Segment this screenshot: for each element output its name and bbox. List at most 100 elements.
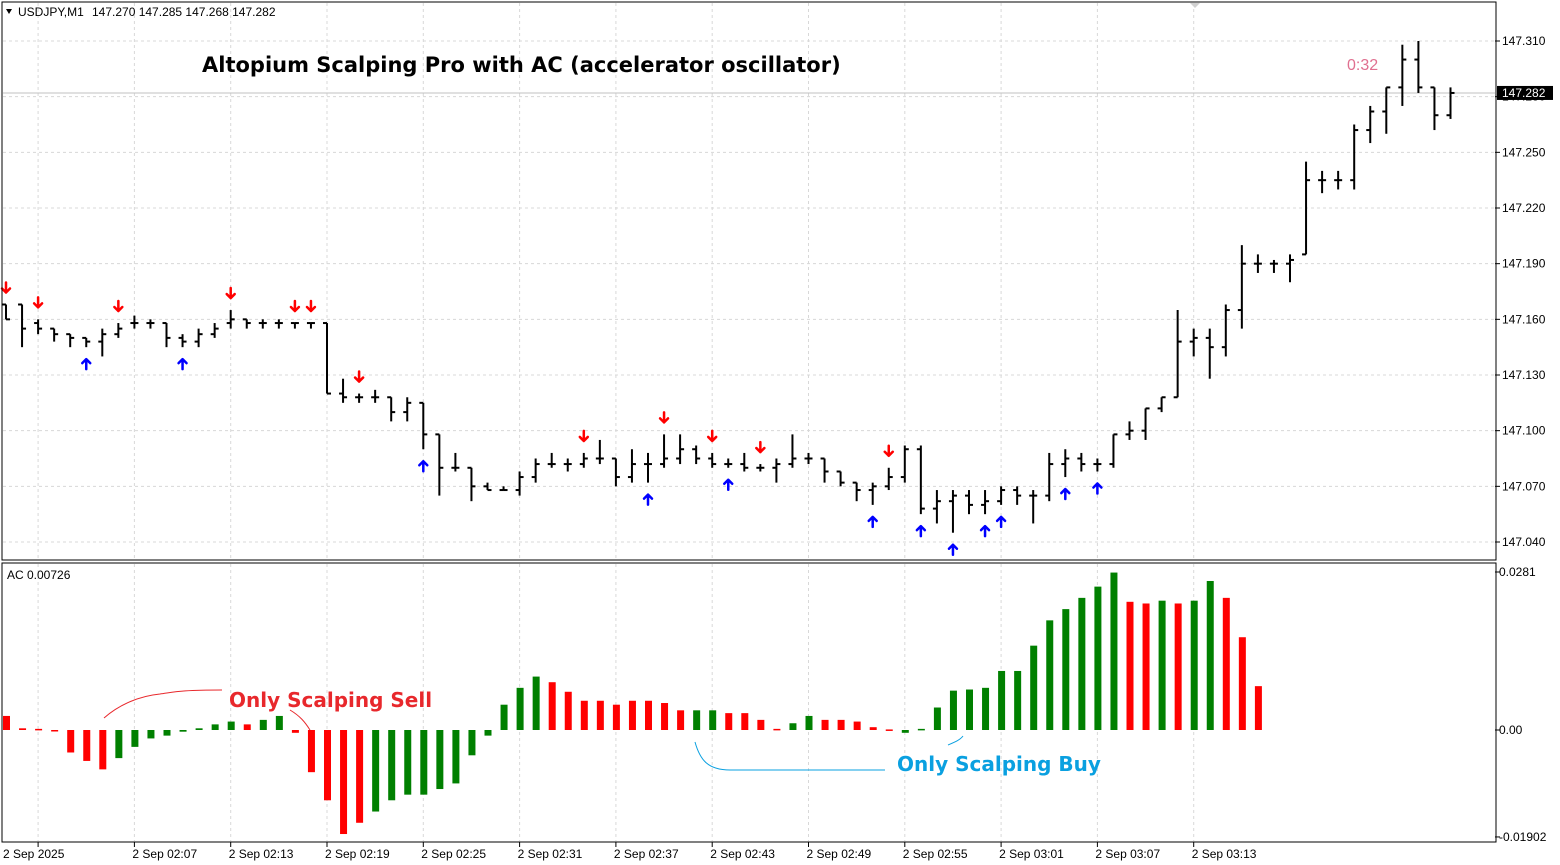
ac-bar bbox=[966, 689, 973, 730]
price-tick-label: 147.310 bbox=[1502, 34, 1546, 48]
ac-bar bbox=[1238, 637, 1246, 730]
sell-arrow-icon bbox=[32, 296, 44, 309]
ac-bar bbox=[917, 728, 925, 731]
price-bar bbox=[804, 452, 813, 465]
ac-bar bbox=[1094, 586, 1102, 730]
current-price-box bbox=[1497, 85, 1553, 100]
price-bar bbox=[740, 452, 749, 472]
ac-bar bbox=[516, 687, 524, 730]
price-tick-label: 147.070 bbox=[1502, 479, 1546, 493]
price-bar bbox=[932, 490, 941, 524]
price-bar bbox=[579, 452, 588, 468]
price-bar bbox=[1237, 245, 1246, 329]
ac-bar bbox=[307, 730, 315, 773]
ac-bar bbox=[645, 700, 652, 730]
main-grid bbox=[3, 3, 1495, 559]
price-bar bbox=[451, 452, 460, 472]
price-bar bbox=[965, 490, 973, 515]
price-tick-label: 147.250 bbox=[1502, 145, 1546, 159]
ac-bar bbox=[275, 715, 283, 730]
sell-note: Only Scalping Sell bbox=[229, 688, 432, 712]
price-bar bbox=[1414, 41, 1423, 93]
price-bar bbox=[483, 482, 492, 492]
price-bar bbox=[419, 401, 428, 450]
time-tick-label: 2 Sep 02:25 bbox=[421, 847, 486, 861]
ac-bar bbox=[227, 721, 235, 730]
price-bar bbox=[403, 397, 412, 422]
ohlc-readout: 147.270 147.285 147.268 147.282 bbox=[92, 5, 276, 19]
price-bar bbox=[1157, 396, 1166, 413]
current-price-label: 147.282 bbox=[1502, 86, 1546, 100]
buy-arrow-icon bbox=[947, 543, 959, 556]
ac-bar bbox=[51, 730, 59, 732]
price-bar bbox=[130, 315, 139, 329]
ac-bar bbox=[741, 713, 749, 730]
ac-bar bbox=[661, 703, 669, 730]
price-bar bbox=[772, 458, 781, 483]
price-bar bbox=[1125, 421, 1134, 440]
buy-arrow-icon bbox=[642, 493, 654, 506]
triangle-down-icon[interactable] bbox=[6, 9, 12, 14]
ac-bar bbox=[580, 700, 588, 730]
ac-bar bbox=[67, 730, 75, 753]
price-bar bbox=[499, 486, 508, 492]
price-bar bbox=[900, 445, 909, 483]
price-tick-label: 147.040 bbox=[1502, 535, 1546, 549]
buy-note-connector-2 bbox=[947, 735, 964, 746]
price-bar bbox=[1382, 86, 1391, 134]
sell-arrow-icon bbox=[658, 411, 670, 424]
price-bar bbox=[948, 490, 957, 533]
ac-bar bbox=[1206, 580, 1214, 730]
ac-bar bbox=[35, 728, 43, 731]
buy-arrow-icon bbox=[1060, 487, 1071, 501]
sell-arrow-icon bbox=[706, 429, 718, 443]
price-bar bbox=[1093, 458, 1102, 472]
ac-bar bbox=[885, 729, 893, 731]
buy-note-connector bbox=[694, 741, 885, 771]
price-bars bbox=[2, 41, 1455, 533]
price-bar bbox=[1334, 170, 1343, 190]
ac-bar bbox=[19, 728, 27, 730]
price-bar bbox=[98, 328, 107, 357]
ac-bar bbox=[853, 721, 861, 730]
price-bar bbox=[355, 393, 364, 403]
ac-bar bbox=[3, 715, 10, 730]
ac-bar bbox=[420, 730, 428, 795]
ac-bar bbox=[115, 730, 123, 759]
price-bar bbox=[1398, 44, 1407, 106]
price-bar bbox=[1350, 124, 1359, 190]
price-bar bbox=[1045, 452, 1054, 502]
ac-bar bbox=[83, 730, 91, 761]
ac-bar bbox=[564, 691, 572, 730]
ac-bar bbox=[901, 730, 909, 733]
price-bar bbox=[1173, 310, 1182, 399]
price-bar bbox=[226, 310, 235, 329]
price-bar bbox=[1366, 105, 1375, 144]
ac-bar bbox=[1126, 601, 1134, 730]
time-tick-label: 2 Sep 02:55 bbox=[903, 847, 968, 861]
ac-bar bbox=[468, 730, 476, 756]
price-bar bbox=[210, 323, 219, 338]
ac-bar bbox=[709, 710, 717, 730]
time-tick-label: 2 Sep 02:49 bbox=[807, 847, 872, 861]
price-bar bbox=[1189, 328, 1198, 357]
ac-bar bbox=[837, 719, 845, 730]
ac-bar bbox=[596, 700, 604, 730]
price-bar bbox=[627, 449, 636, 483]
price-bar bbox=[916, 445, 925, 515]
price-tick-label: 147.100 bbox=[1502, 424, 1546, 438]
price-bar bbox=[18, 303, 27, 348]
price-bar bbox=[194, 328, 203, 348]
ac-tick-label: 0.0281 bbox=[1499, 565, 1536, 579]
price-tick-label: 147.190 bbox=[1502, 257, 1546, 271]
price-bar bbox=[515, 471, 524, 496]
sell-arrow-icon bbox=[289, 299, 301, 313]
time-tick-label: 2 Sep 03:07 bbox=[1095, 847, 1160, 861]
ac-bar bbox=[1142, 603, 1150, 730]
price-tick-label: 147.130 bbox=[1502, 368, 1546, 382]
price-bar bbox=[595, 439, 604, 465]
buy-note: Only Scalping Buy bbox=[897, 752, 1101, 776]
buy-arrow-icon bbox=[867, 515, 878, 529]
sell-arrow-icon bbox=[883, 444, 894, 458]
